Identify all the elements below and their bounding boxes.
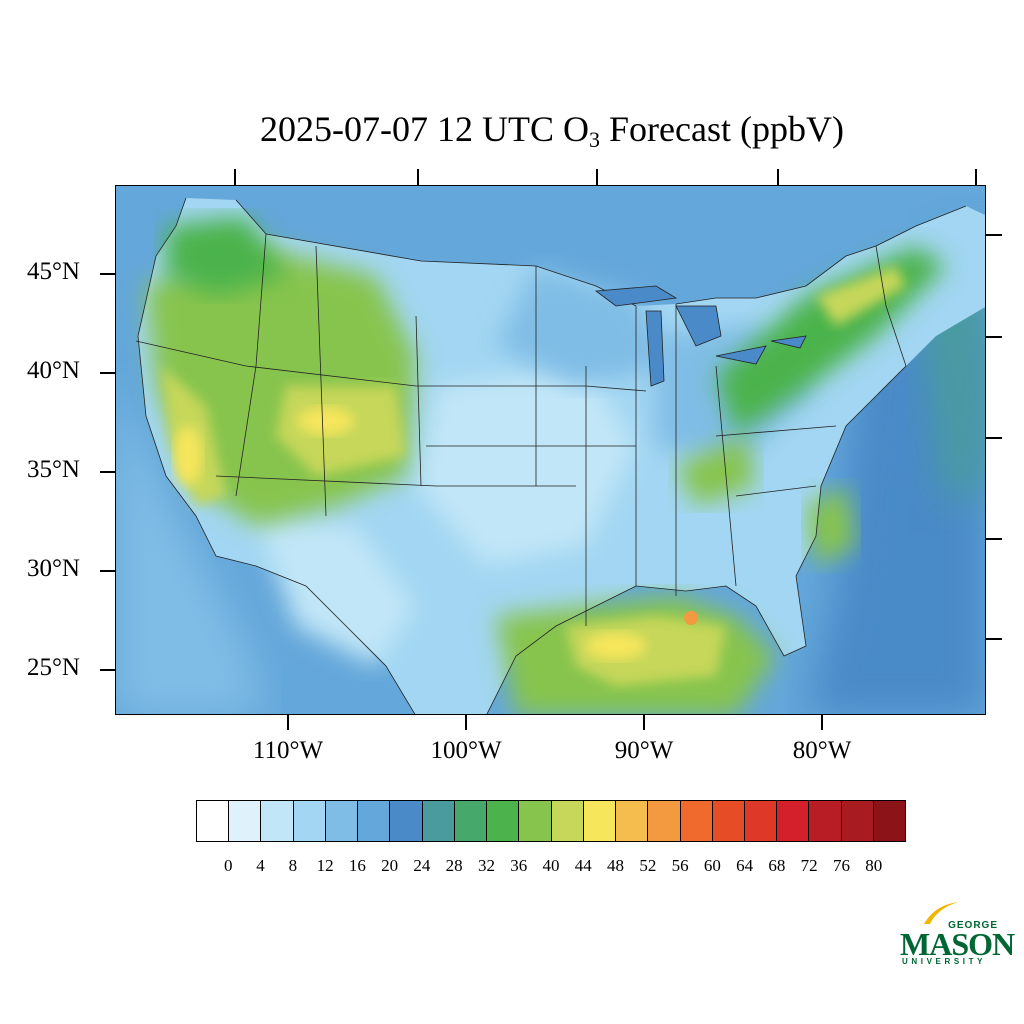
- lon-label: 100°W: [430, 737, 502, 764]
- colorbar-label: 8: [288, 856, 298, 875]
- colorbar-swatch: [325, 801, 359, 841]
- colorbar-swatch: [744, 801, 778, 841]
- colorbar-label: 28: [445, 856, 463, 875]
- colorbar-label: 16: [348, 856, 366, 875]
- colorbar-swatch: [777, 801, 810, 841]
- colorbar-label: 80: [865, 856, 883, 875]
- california-hotspot: [174, 426, 202, 486]
- axis-tick: [100, 669, 115, 671]
- colorbar-label: 4: [256, 856, 265, 875]
- colorbar-swatch: [648, 801, 681, 841]
- colorbar: [196, 800, 906, 842]
- colorbar-swatch: [873, 801, 906, 841]
- colorbar-label: 48: [607, 856, 625, 875]
- colorbar-swatch: [197, 801, 230, 841]
- plateau-hotspot: [298, 407, 354, 435]
- axis-tick: [596, 169, 598, 185]
- axis-tick: [643, 715, 645, 730]
- colorbar-swatch: [293, 801, 326, 841]
- ozone-map-svg: [116, 186, 985, 714]
- colorbar-swatch: [680, 801, 713, 841]
- colorbar-label: 64: [736, 856, 754, 875]
- colorbar-swatch: [422, 801, 455, 841]
- lat-label: 30°N: [26, 555, 80, 582]
- colorbar-label: 0: [224, 856, 233, 875]
- appalachian-zone: [676, 436, 756, 506]
- axis-tick: [986, 437, 1002, 439]
- southwest-light-zone: [256, 516, 416, 666]
- logo-swoosh-icon: [924, 902, 958, 924]
- colorbar-label: 12: [316, 856, 334, 875]
- logo-line3: UNIVERSITY: [902, 957, 987, 966]
- colorbar-label: 20: [381, 856, 399, 875]
- gulf-hotspot: [586, 632, 646, 660]
- logo-line1: GEORGE: [948, 920, 998, 931]
- colorbar-swatch: [358, 801, 391, 841]
- axis-tick: [986, 234, 1002, 236]
- colorbar-label: 44: [574, 856, 592, 875]
- colorbar-swatch: [229, 801, 262, 841]
- colorbar-swatch: [809, 801, 842, 841]
- axis-tick: [986, 538, 1002, 540]
- lat-label: 40°N: [26, 357, 80, 384]
- colorbar-label: 36: [510, 856, 528, 875]
- colorbar-label: 56: [671, 856, 689, 875]
- northeast-yellow-zone: [816, 266, 906, 326]
- colorbar-label: 76: [832, 856, 850, 875]
- axis-tick: [465, 715, 467, 730]
- colorbar-label: 40: [542, 856, 560, 875]
- lat-label: 35°N: [26, 456, 80, 483]
- colorbar-swatch: [390, 801, 423, 841]
- axis-tick: [100, 570, 115, 572]
- colorbar-swatch: [616, 801, 649, 841]
- colorbar-label: 52: [639, 856, 657, 875]
- colorbar-swatch: [583, 801, 617, 841]
- colorbar-label: 60: [703, 856, 721, 875]
- axis-tick: [100, 273, 115, 275]
- axis-tick: [821, 715, 823, 730]
- map-title: 2025-07-07 12 UTC O3 Forecast (ppbV): [260, 109, 844, 152]
- atlantic-plume: [806, 486, 856, 566]
- northwest-green-zone: [166, 216, 286, 296]
- lat-label: 45°N: [26, 258, 80, 285]
- colorbar-label: 68: [768, 856, 786, 875]
- colorbar-label: 24: [413, 856, 431, 875]
- colorbar-swatch: [712, 801, 745, 841]
- axis-tick: [234, 169, 236, 185]
- colorbar-label: 32: [477, 856, 495, 875]
- axis-tick: [417, 169, 419, 185]
- axis-tick: [100, 471, 115, 473]
- lon-label: 90°W: [614, 737, 674, 764]
- axis-tick: [777, 169, 779, 185]
- lon-label: 80°W: [792, 737, 852, 764]
- axis-tick: [975, 169, 977, 185]
- axis-tick: [287, 715, 289, 730]
- logo-line2: MASON: [900, 926, 1015, 962]
- pacific-zone: [116, 386, 266, 714]
- lon-label: 110°W: [252, 737, 324, 764]
- colorbar-swatch: [261, 801, 294, 841]
- lat-label: 25°N: [26, 654, 80, 681]
- colorbar-swatch: [519, 801, 552, 841]
- axis-tick: [100, 372, 115, 374]
- ozone-map: [115, 185, 986, 715]
- great-lakes: [594, 285, 807, 387]
- colorbar-label: 72: [800, 856, 818, 875]
- colorbar-swatch: [454, 801, 488, 841]
- colorbar-swatch: [551, 801, 584, 841]
- axis-tick: [986, 638, 1002, 640]
- gmu-logo: GEORGE MASON UNIVERSITY: [898, 900, 1015, 970]
- colorbar-swatch: [841, 801, 874, 841]
- boundaries: [135, 197, 967, 714]
- colorbar-swatch: [487, 801, 520, 841]
- axis-tick: [986, 336, 1002, 338]
- plains-light-zone: [416, 366, 636, 566]
- gulf-peak: [684, 611, 698, 625]
